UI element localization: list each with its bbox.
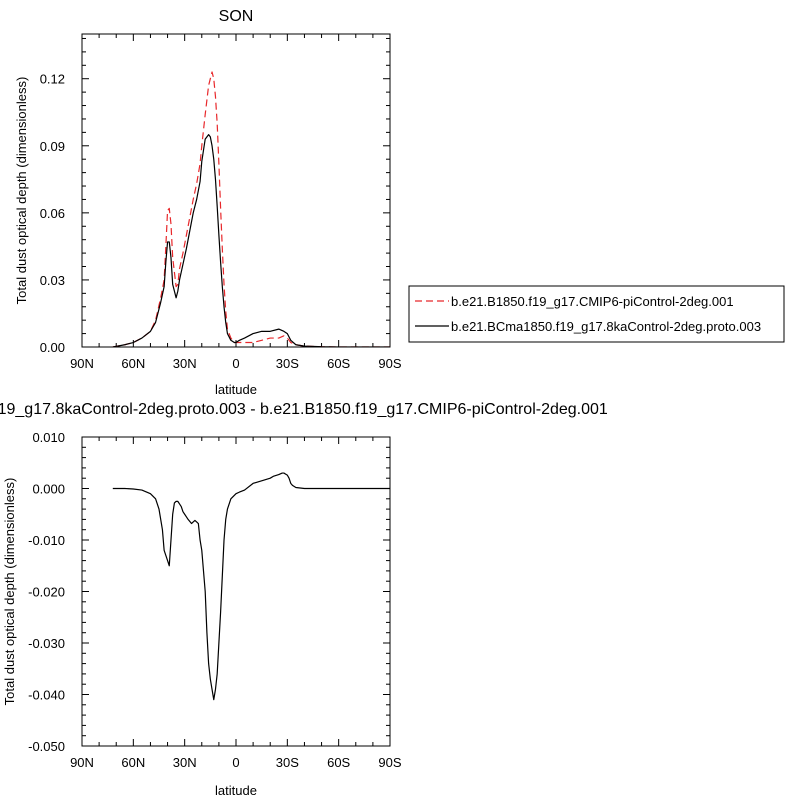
x-tick-label: 60N	[121, 356, 145, 371]
y-tick-label: -0.020	[28, 585, 65, 600]
x-tick-label: 90S	[378, 356, 401, 371]
y-tick-label: 0.12	[40, 72, 65, 87]
x-tick-label: 0	[232, 356, 239, 371]
x-tick-label: 30N	[173, 356, 197, 371]
y-axis-label: Total dust optical depth (dimensionless)	[2, 478, 17, 706]
series-line-1	[112, 472, 390, 701]
x-tick-label: 90N	[70, 755, 94, 770]
x-tick-label: 60S	[327, 755, 350, 770]
x-tick-label: 90N	[70, 356, 94, 371]
x-tick-label: 30S	[276, 356, 299, 371]
y-tick-label: 0.09	[40, 139, 65, 154]
series-line-1	[112, 71, 390, 347]
chart-title: b.e21.BCma1850.f19_g17.8kaControl-2deg.p…	[0, 401, 608, 418]
x-tick-label: 30N	[173, 755, 197, 770]
y-tick-label: 0.010	[32, 430, 65, 445]
x-tick-label: 0	[232, 755, 239, 770]
plot-frame	[81, 33, 391, 348]
y-axis-label: Total dust optical depth (dimensionless)	[14, 77, 29, 305]
legend-label-2: b.e21.BCma1850.f19_g17.8kaControl-2deg.p…	[451, 319, 761, 334]
legend-box	[408, 285, 785, 343]
y-tick-label: -0.010	[28, 533, 65, 548]
y-tick-label: 0.000	[32, 482, 65, 497]
y-tick-label: 0.06	[40, 206, 65, 221]
y-tick-label: 0.00	[40, 340, 65, 355]
y-tick-label: -0.040	[28, 688, 65, 703]
chart-2: b.e21.BCma1850.f19_g17.8kaControl-2deg.p…	[0, 401, 608, 798]
x-axis-label: latitude	[215, 783, 257, 798]
x-tick-label: 30S	[276, 755, 299, 770]
plot-frame	[81, 436, 391, 747]
x-tick-label: 90S	[378, 755, 401, 770]
y-tick-label: -0.030	[28, 636, 65, 651]
series-line-2	[112, 134, 390, 347]
x-tick-label: 60S	[327, 356, 350, 371]
legend-label-1: b.e21.B1850.f19_g17.CMIP6-piControl-2deg…	[451, 294, 734, 309]
chart-1: SON 90N 60N 30N 0 30S 60S 90S 0.00 0.03 0.06 0.09 0.…	[14, 8, 785, 397]
chart-title: SON	[219, 8, 254, 25]
legend: b.e21.B1850.f19_g17.CMIP6-piControl-2deg…	[408, 285, 785, 343]
x-tick-label: 60N	[121, 755, 145, 770]
y-tick-label: 0.03	[40, 273, 65, 288]
x-axis-label: latitude	[215, 382, 257, 397]
y-tick-label: -0.050	[28, 739, 65, 754]
